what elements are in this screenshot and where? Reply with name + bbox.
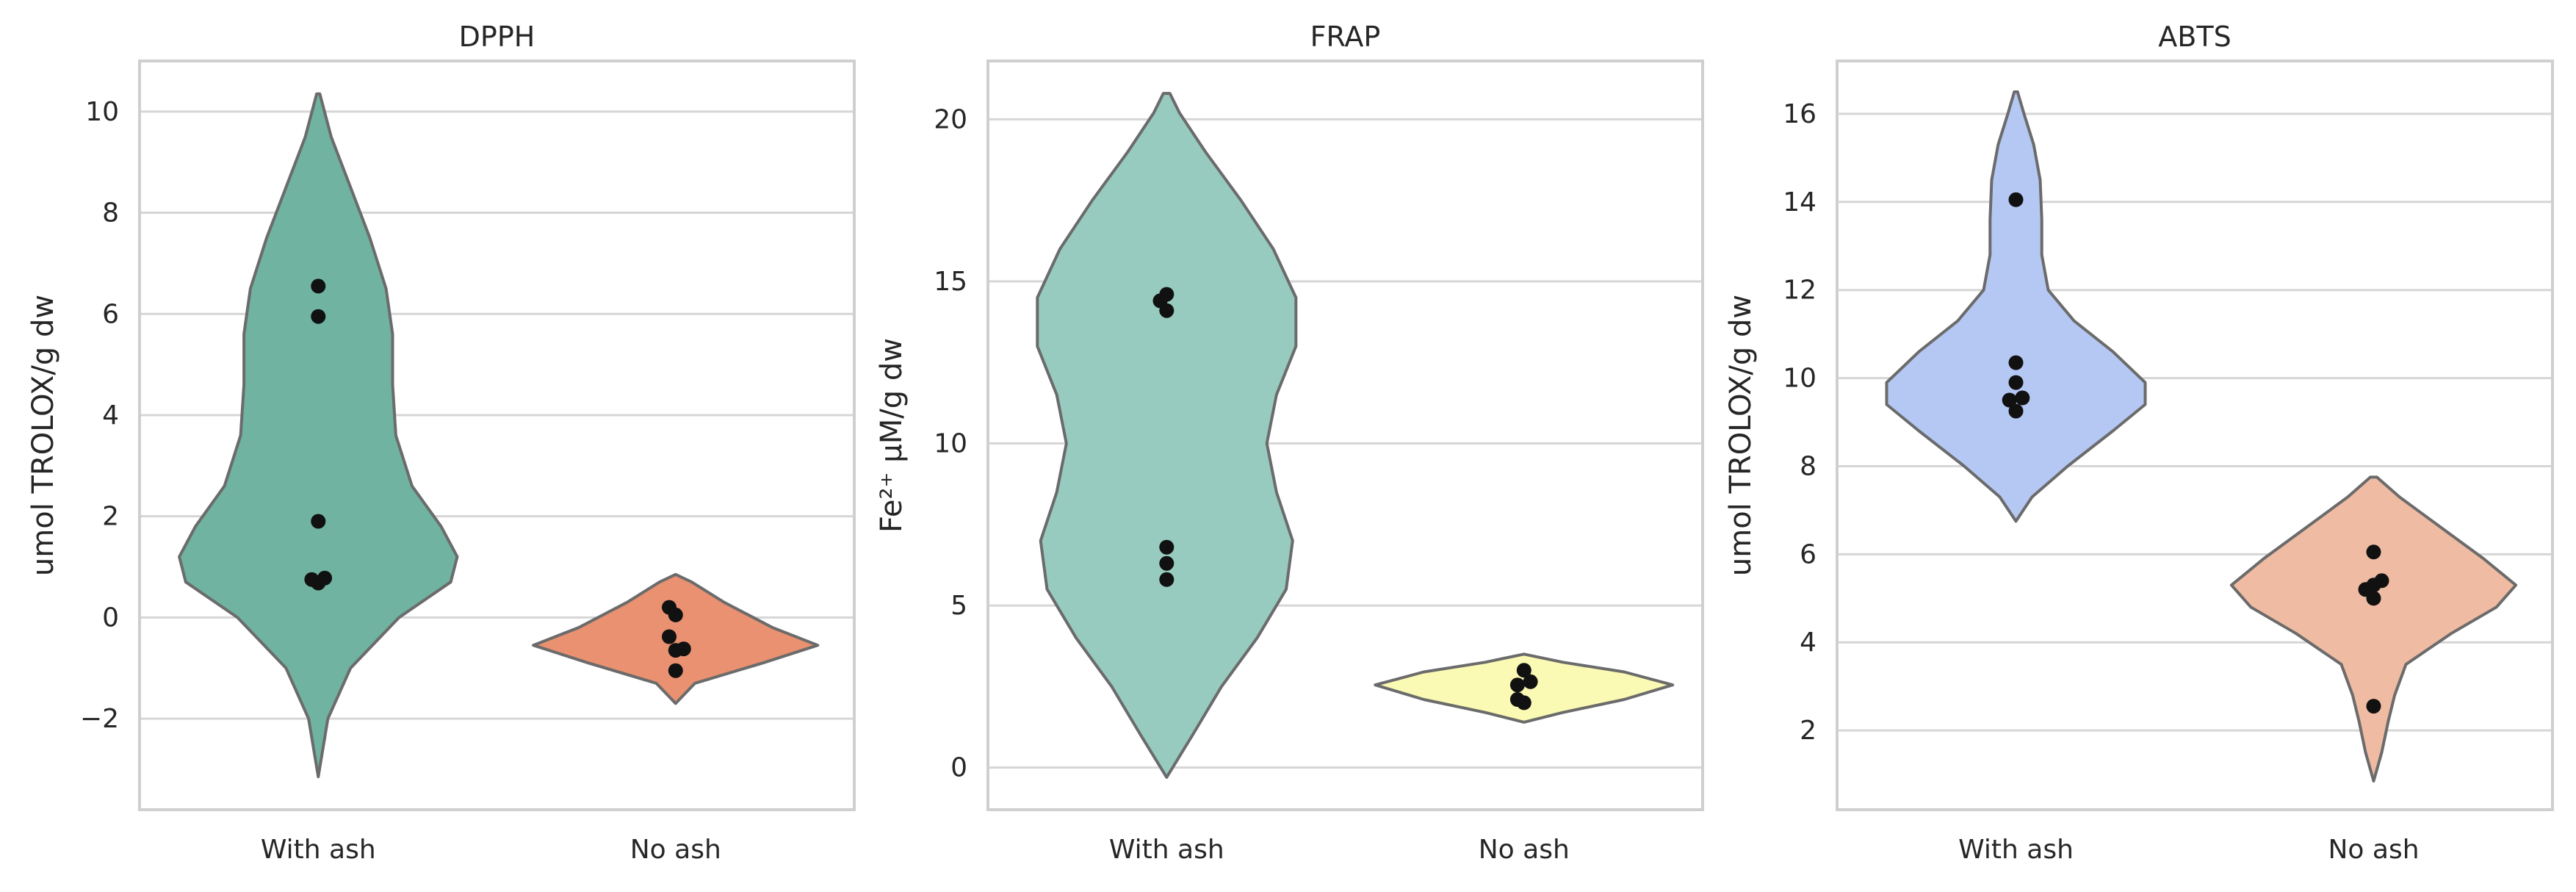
data-point [311,309,326,324]
x-tick-label: No ash [2328,835,2419,865]
y-tick-label: 10 [934,429,967,459]
data-point [1159,572,1175,587]
y-tick-label: 12 [1783,276,1816,306]
x-tick-label: No ash [630,835,721,865]
data-point [311,278,326,294]
x-tick-label: With ash [1958,835,2074,865]
y-tick-label: 2 [1800,716,1816,746]
x-tick-label: No ash [1479,835,1570,865]
data-point [662,629,677,644]
chart-panel-frap: 0 5 10 15 20 With ash No ash FRAP Fe²⁺ μM/g dw [875,21,1704,865]
chart-title: DPPH [459,21,535,53]
y-tick-label: 10 [85,97,119,127]
plot-frame [986,60,1704,811]
y-axis-label: umol TROLOX/g dw [1724,295,1758,576]
data-point [676,641,691,657]
data-point [317,570,333,586]
data-point [668,663,683,678]
y-tick-label: 14 [1783,187,1816,217]
y-tick-label: −2 [80,704,119,734]
y-tick-label: 5 [950,591,967,621]
y-tick-label: 15 [934,267,967,297]
y-tick-label: 4 [102,400,119,431]
y-tick-label: 16 [1783,99,1816,129]
plot-frame [138,60,856,811]
data-point [1523,674,1538,689]
chart-panel-dpph: −2 0 2 4 6 8 10 With ash No ash DPPH umol TROLOX/g… [26,21,856,865]
y-tick-label: 0 [950,753,967,783]
data-point [2366,544,2381,560]
data-point [2366,591,2381,606]
data-point [2015,390,2030,406]
x-tick-label: With ash [261,835,376,865]
violin-no-ash [2229,475,2518,783]
y-axis-label: umol TROLOX/g dw [26,295,60,576]
y-tick-label: 20 [934,104,967,134]
x-tick-label: With ash [1109,835,1224,865]
violin-with-ash [178,92,459,779]
y-tick-label: 8 [102,198,119,229]
y-tick-label: 6 [102,299,119,329]
data-point [668,607,683,622]
data-point [1159,303,1175,318]
data-point [2366,699,2381,714]
data-point [1509,677,1525,693]
y-tick-label: 10 [1783,364,1816,394]
y-tick-label: 8 [1800,451,1816,481]
data-point [1516,695,1531,711]
y-tick-label: 6 [1800,539,1816,569]
violin-with-ash [1036,92,1298,779]
chart-title: FRAP [1310,21,1381,53]
y-tick-label: 0 [102,603,119,633]
data-point [1159,555,1175,571]
data-point [1516,663,1531,678]
plot-frame [1836,60,2554,811]
data-point [2008,375,2024,390]
y-tick-label: 4 [1800,627,1816,658]
chart-panel-abts: 2 4 6 8 10 12 14 16 With ash No ash ABTS umol TROLO… [1724,21,2554,865]
data-point [2008,355,2024,370]
y-tick-label: 2 [102,502,119,532]
data-point [2002,392,2017,408]
y-axis-label: Fe²⁺ μM/g dw [875,338,909,533]
chart-title: ABTS [2158,21,2231,53]
data-point [2008,403,2024,419]
data-point [2008,192,2024,207]
data-point [1159,539,1175,555]
violin-with-ash [1885,90,2147,523]
data-point [311,514,326,529]
